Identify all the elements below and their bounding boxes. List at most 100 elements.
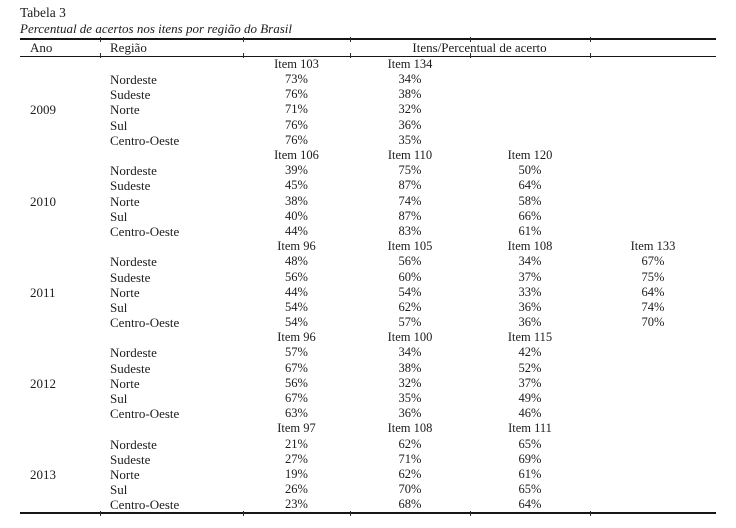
value-cell: 38% [398,87,422,102]
value-cell: 34% [398,345,422,360]
region-cell: Norte [110,375,140,391]
value-cell: 37% [518,269,542,284]
value-cell: 32% [398,375,422,390]
value-cell: 67% [641,254,665,269]
value-cell: 54% [285,315,308,330]
column-boundary-tick [243,53,244,58]
value-cell: 56% [398,254,422,269]
item-label-cell: Item 96 [277,239,316,254]
value-cell: 36% [518,299,542,314]
value-cell [590,467,716,482]
value-cell: 38% [398,360,422,375]
region-cell: Sudeste [110,269,151,285]
value-cell [470,87,590,102]
value-cell [590,437,716,452]
value-cell: 48% [285,254,308,269]
column-boundary-tick [100,53,101,58]
ano-spacer-cell [20,148,100,163]
item-label-cell: Item 111 [508,421,552,436]
table-body: Item 103 Item 134 2009 Nordeste 73% 34% Sudest… [20,57,716,514]
regiao-spacer-cell [100,57,243,73]
value-cell: 26% [285,482,308,497]
value-cell [590,209,716,224]
value-cell: 62% [398,436,422,451]
item-label-cell: Item 100 [387,330,433,345]
value-cell: 36% [518,315,542,330]
value-cell: 74% [398,193,422,208]
year-cell: 2009 [30,102,56,118]
value-cell: 66% [518,208,542,223]
value-cell: 71% [285,102,308,117]
value-cell [590,178,716,193]
value-cell: 56% [285,269,308,284]
value-cell: 65% [518,482,542,497]
column-boundary-tick [470,511,471,516]
value-cell [590,361,716,376]
region-row: Sudeste 45% 87% 64% [20,178,716,193]
region-row: 2012 Nordeste 57% 34% 42% [20,345,716,390]
table-caption-label: Tabela 3 [20,5,66,20]
value-cell: 35% [398,132,422,147]
region-row: Centro-Oeste 76% 35% [20,133,716,148]
value-cell: 62% [398,466,422,481]
item-label-cell [470,57,590,73]
value-cell: 83% [398,223,422,238]
value-cell: 39% [285,163,308,178]
region-cell: Centro-Oeste [110,132,180,148]
item-label-cell: Item 115 [507,330,553,345]
regiao-spacer-cell [100,148,243,163]
region-row: Centro-Oeste 44% 83% 61% [20,224,716,239]
year-cell: 2010 [30,193,56,209]
region-cell: Nordeste [110,436,157,452]
value-cell: 73% [285,72,308,87]
region-row: Norte 19% 62% 61% [20,467,716,482]
value-cell: 50% [518,163,542,178]
region-row: 2011 Nordeste 48% 56% 34% 67% [20,254,716,299]
value-cell: 63% [285,406,308,421]
item-label-cell [590,148,716,163]
item-label-cell: Item 134 [387,57,433,71]
regiao-spacer-cell [100,421,243,436]
value-cell: 69% [518,451,542,466]
region-row: Sudeste 76% 38% [20,87,716,102]
value-cell: 54% [398,284,422,299]
value-cell: 70% [641,315,665,330]
year-cell: 2011 [30,284,56,300]
value-cell: 62% [398,299,422,314]
value-cell [590,224,716,239]
value-cell: 54% [285,299,308,314]
region-row: Centro-Oeste 54% 57% 36% 70% [20,315,716,330]
value-cell: 40% [285,208,308,223]
item-label-cell: Item 120 [507,148,553,163]
region-cell: Sul [110,391,128,407]
value-cell [470,72,590,87]
value-cell: 87% [398,208,422,223]
value-cell [590,102,716,117]
region-cell: Sul [110,482,128,498]
itens-column-header: Itens/Percentual de acerto [243,39,717,57]
value-cell: 76% [285,87,308,102]
value-cell: 38% [285,193,308,208]
value-cell: 34% [518,254,542,269]
value-cell: 74% [641,299,665,314]
regiao-spacer-cell [100,239,243,254]
ano-spacer-cell [20,330,100,345]
item-label-cell: Item 103 [274,57,319,71]
column-boundary-tick [350,37,351,42]
value-cell: 36% [398,406,422,421]
region-cell: Sudeste [110,87,151,103]
year-cell: 2012 [30,375,56,391]
value-cell [590,72,716,87]
region-cell: Centro-Oeste [110,315,180,331]
region-cell: Nordeste [110,254,157,270]
value-cell: 65% [518,436,542,451]
value-cell: 64% [518,497,542,512]
value-cell [470,133,590,148]
region-row: Norte 71% 32% [20,102,716,117]
item-label-cell: Item 106 [274,148,319,163]
item-label-cell: Item 110 [387,148,433,163]
region-cell: Centro-Oeste [110,223,180,239]
table-caption-title: Percentual de acertos nos itens por regi… [20,21,293,36]
value-cell: 21% [285,436,308,451]
